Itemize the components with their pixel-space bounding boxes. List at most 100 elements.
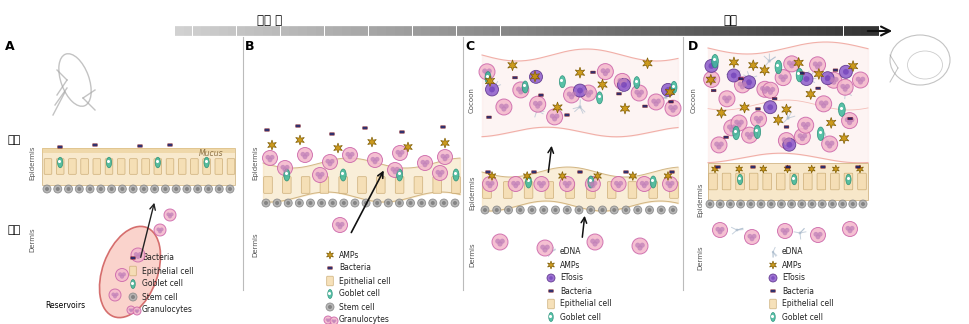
Circle shape: [783, 56, 798, 72]
Circle shape: [167, 213, 171, 216]
Ellipse shape: [711, 54, 718, 68]
Circle shape: [108, 185, 115, 193]
Circle shape: [809, 57, 825, 73]
Circle shape: [418, 199, 425, 207]
Circle shape: [113, 295, 117, 298]
Polygon shape: [813, 68, 823, 79]
Circle shape: [511, 181, 516, 186]
FancyBboxPatch shape: [282, 177, 291, 193]
Circle shape: [588, 208, 592, 212]
Circle shape: [482, 177, 497, 191]
Circle shape: [602, 71, 608, 76]
Circle shape: [350, 152, 354, 156]
Circle shape: [485, 83, 498, 96]
Circle shape: [545, 245, 549, 250]
Circle shape: [763, 101, 776, 114]
FancyBboxPatch shape: [565, 182, 574, 198]
Ellipse shape: [587, 176, 593, 188]
Circle shape: [564, 183, 569, 188]
Circle shape: [215, 185, 223, 193]
Polygon shape: [487, 171, 495, 180]
Circle shape: [845, 226, 850, 231]
Text: AMPs: AMPs: [559, 260, 579, 270]
Circle shape: [635, 243, 640, 248]
Text: Reservoirs: Reservoirs: [45, 300, 85, 309]
Text: Goblet cell: Goblet cell: [338, 290, 380, 298]
Circle shape: [787, 200, 795, 208]
Circle shape: [745, 79, 751, 85]
FancyBboxPatch shape: [789, 173, 797, 190]
Polygon shape: [768, 261, 775, 269]
Circle shape: [799, 73, 812, 86]
Circle shape: [420, 201, 423, 205]
Circle shape: [331, 319, 333, 322]
Ellipse shape: [155, 157, 160, 168]
FancyBboxPatch shape: [771, 98, 776, 100]
Circle shape: [535, 104, 540, 109]
Circle shape: [768, 274, 776, 282]
Circle shape: [442, 156, 447, 161]
Circle shape: [297, 147, 312, 163]
Circle shape: [533, 74, 539, 80]
Circle shape: [664, 96, 667, 99]
FancyBboxPatch shape: [57, 146, 62, 148]
Circle shape: [437, 149, 452, 165]
Circle shape: [657, 206, 665, 214]
Circle shape: [735, 122, 741, 128]
Circle shape: [600, 208, 604, 212]
Polygon shape: [783, 165, 790, 173]
FancyBboxPatch shape: [178, 159, 186, 174]
FancyBboxPatch shape: [829, 173, 838, 190]
Circle shape: [206, 187, 210, 191]
Ellipse shape: [736, 174, 742, 185]
Circle shape: [617, 78, 622, 83]
Circle shape: [551, 116, 556, 122]
Circle shape: [539, 183, 544, 188]
Polygon shape: [558, 171, 566, 180]
Circle shape: [109, 289, 121, 301]
Circle shape: [319, 201, 324, 205]
Circle shape: [129, 185, 137, 193]
FancyBboxPatch shape: [154, 159, 162, 174]
Circle shape: [620, 82, 626, 88]
Circle shape: [667, 183, 672, 188]
Circle shape: [706, 76, 711, 81]
Polygon shape: [807, 165, 814, 173]
Circle shape: [264, 201, 267, 205]
Text: Epithelial cell: Epithelial cell: [559, 299, 611, 308]
Text: Epidermis: Epidermis: [697, 183, 703, 217]
Circle shape: [583, 90, 588, 95]
FancyBboxPatch shape: [190, 159, 198, 174]
Circle shape: [579, 85, 596, 101]
Polygon shape: [367, 137, 376, 147]
Circle shape: [768, 202, 772, 206]
Polygon shape: [665, 87, 674, 98]
FancyBboxPatch shape: [414, 177, 422, 193]
FancyBboxPatch shape: [440, 126, 445, 128]
Text: Epithelial cell: Epithelial cell: [781, 299, 832, 308]
Circle shape: [491, 234, 508, 250]
Polygon shape: [781, 104, 791, 115]
Circle shape: [513, 82, 528, 98]
Circle shape: [517, 89, 523, 95]
FancyBboxPatch shape: [376, 177, 385, 193]
Ellipse shape: [791, 174, 797, 185]
FancyBboxPatch shape: [203, 159, 210, 174]
Circle shape: [734, 77, 750, 93]
Circle shape: [721, 96, 727, 100]
Circle shape: [134, 252, 139, 257]
Circle shape: [818, 100, 823, 106]
Bar: [42, 148, 234, 185]
Circle shape: [636, 177, 651, 191]
Circle shape: [620, 83, 624, 87]
Circle shape: [444, 154, 449, 159]
FancyBboxPatch shape: [586, 182, 595, 198]
FancyBboxPatch shape: [590, 71, 595, 74]
Ellipse shape: [596, 92, 602, 104]
Ellipse shape: [837, 103, 844, 116]
Circle shape: [635, 208, 640, 212]
Circle shape: [823, 100, 828, 106]
Circle shape: [748, 132, 754, 137]
FancyBboxPatch shape: [432, 177, 441, 193]
FancyBboxPatch shape: [832, 69, 837, 71]
